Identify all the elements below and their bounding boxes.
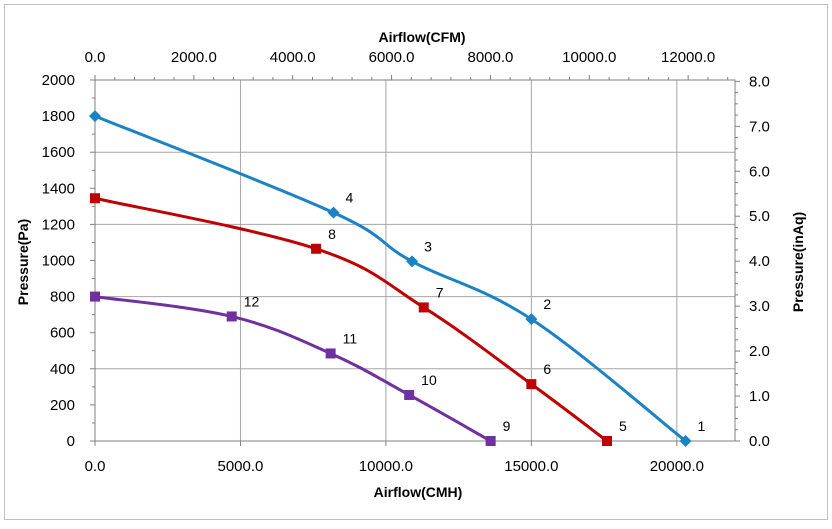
x-top-axis-title: Airflow(CFM) (378, 29, 465, 45)
x-bottom-tick-label: 20000.0 (650, 458, 704, 475)
grid-lines (95, 80, 735, 441)
data-point-square (485, 436, 496, 446)
point-label: 10 (421, 372, 437, 388)
y-left-tick-label: 1600 (42, 144, 75, 161)
y-right-axis-title: Pressure(inAq) (790, 212, 806, 312)
y-left-tick-label: 1000 (42, 253, 75, 270)
x-bottom-tick-label: 5000.0 (218, 458, 264, 475)
y-right-tick-label: 1.0 (749, 388, 770, 405)
point-label: 6 (543, 361, 551, 377)
y-left-tick-label: 1400 (42, 180, 75, 197)
y-left-tick-label: 400 (50, 361, 75, 378)
data-point-diamond (89, 110, 101, 123)
y-right-tick-label: 6.0 (749, 163, 770, 180)
point-label: 2 (543, 296, 551, 312)
data-point-square (90, 193, 100, 204)
y-left-tick-label: 2000 (42, 72, 75, 89)
data-point-square (311, 243, 322, 254)
y-right-tick-label: 3.0 (749, 298, 770, 315)
data-point-square (90, 291, 100, 302)
point-label: 1 (698, 418, 706, 434)
series-line (93, 196, 609, 443)
x-bottom-tick-label: 10000.0 (359, 458, 413, 475)
y-left-tick-label: 800 (50, 289, 75, 306)
point-label: 8 (328, 226, 336, 242)
x-top-tick-label: 2000.0 (171, 49, 217, 66)
series-1 (89, 110, 692, 447)
y-left-tick-label: 600 (50, 325, 75, 342)
x-top-tick-label: 12000.0 (661, 49, 715, 66)
data-point-diamond (406, 255, 419, 268)
point-label: 5 (619, 418, 627, 434)
data-point-square (325, 348, 336, 359)
data-point-square (526, 379, 537, 390)
x-bottom-axis-title: Airflow(CMH) (374, 484, 463, 500)
x-bottom-tick-label: 15000.0 (504, 458, 558, 475)
y-left-tick-label: 200 (50, 397, 75, 414)
series-3 (90, 291, 496, 446)
point-labels: 4 3 2 1 8 7 6 5 12 11 10 9 (244, 190, 706, 434)
y-right-tick-label: 0.0 (749, 433, 770, 450)
x-bottom-tick-label: 0.0 (85, 458, 106, 475)
x-top-tick-label: 6000.0 (369, 49, 415, 66)
data-point-square (226, 311, 237, 322)
y-left-tick-label: 1200 (42, 216, 75, 233)
y-right-tick-label: 8.0 (749, 73, 770, 90)
series-2 (90, 193, 612, 446)
y-right-tick-label: 5.0 (749, 208, 770, 225)
data-point-diamond (327, 206, 340, 219)
data-point-square (602, 436, 612, 446)
x-top-tick-label: 4000.0 (270, 49, 316, 66)
point-label: 3 (424, 238, 432, 254)
x-top-tick-label: 8000.0 (467, 49, 513, 66)
y-right-tick-label: 4.0 (749, 253, 770, 270)
y-left-axis-title: Pressure(Pa) (15, 219, 31, 305)
point-label: 4 (346, 190, 354, 206)
x-top-tick-label: 10000.0 (562, 49, 616, 66)
point-label: 9 (503, 418, 511, 434)
data-point-diamond (525, 313, 538, 326)
point-label: 12 (244, 293, 260, 309)
data-point-square (418, 302, 429, 313)
point-label: 7 (436, 284, 444, 300)
y-right-tick-label: 7.0 (749, 118, 770, 135)
x-top-tick-label: 0.0 (85, 49, 106, 66)
axes: 02004006008001000120014001600180020000.0… (42, 49, 770, 475)
y-left-tick-label: 0 (67, 433, 75, 450)
y-right-tick-label: 2.0 (749, 343, 770, 360)
data-point-diamond (679, 435, 692, 447)
data-point-square (404, 389, 415, 400)
y-left-tick-label: 1800 (42, 108, 75, 125)
point-label: 11 (343, 330, 358, 346)
series-group (89, 110, 692, 447)
